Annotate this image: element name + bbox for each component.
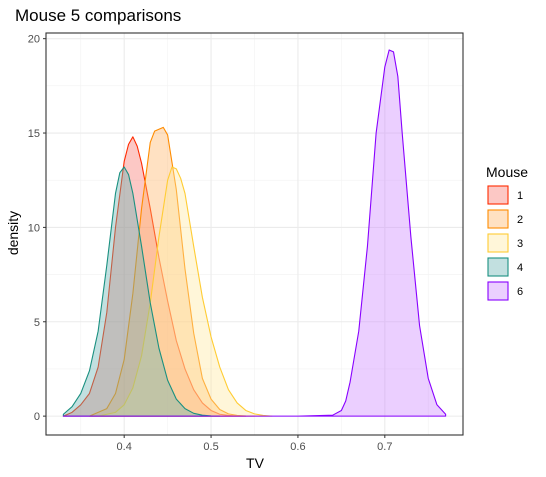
x-tick-label: 0.7 — [377, 441, 392, 453]
panel-border — [45, 32, 464, 436]
legend-key-bg — [487, 281, 509, 301]
legend-label-mouse-2: 2 — [517, 214, 523, 226]
legend-key-bg — [487, 257, 509, 277]
x-tick-label: 0.5 — [203, 441, 218, 453]
legend-key-mouse-1 — [487, 185, 509, 205]
chart-title: Mouse 5 comparisons — [15, 6, 181, 25]
density-area-mouse-4 — [62, 166, 221, 417]
density-area-mouse-2 — [88, 126, 256, 417]
x-tick-label: 0.6 — [290, 441, 305, 453]
y-tick-label: 20 — [28, 34, 40, 46]
legend-label-mouse-1: 1 — [517, 190, 523, 202]
y-tick-label: 0 — [34, 411, 40, 423]
y-tick-label: 10 — [28, 222, 40, 234]
legend-label-mouse-3: 3 — [517, 238, 523, 250]
legend-key-mouse-3 — [487, 233, 509, 253]
legend-key-bg — [487, 185, 509, 205]
plot-area: 0.4 0.5 0.6 0.7 0 5 10 15 20 — [28, 32, 464, 453]
density-area-mouse-6 — [62, 49, 447, 417]
legend-key-mouse-6 — [487, 281, 509, 301]
density-area-mouse-1 — [62, 136, 247, 417]
legend-label-mouse-6: 6 — [517, 286, 523, 298]
y-tick-label: 15 — [28, 128, 40, 140]
y-tick-label: 5 — [34, 317, 40, 329]
density-area-mouse-3 — [97, 166, 273, 417]
x-axis-label: TV — [246, 455, 265, 471]
legend-key-bg — [487, 233, 509, 253]
legend-key-mouse-4 — [487, 257, 509, 277]
y-axis-label: density — [5, 211, 21, 255]
legend-title: Mouse — [486, 164, 528, 180]
legend-label-mouse-4: 4 — [517, 262, 523, 274]
legend-key-bg — [487, 209, 509, 229]
x-tick-label: 0.4 — [117, 441, 132, 453]
legend-key-mouse-2 — [487, 209, 509, 229]
legend: 1 2 3 4 6 — [487, 185, 523, 301]
